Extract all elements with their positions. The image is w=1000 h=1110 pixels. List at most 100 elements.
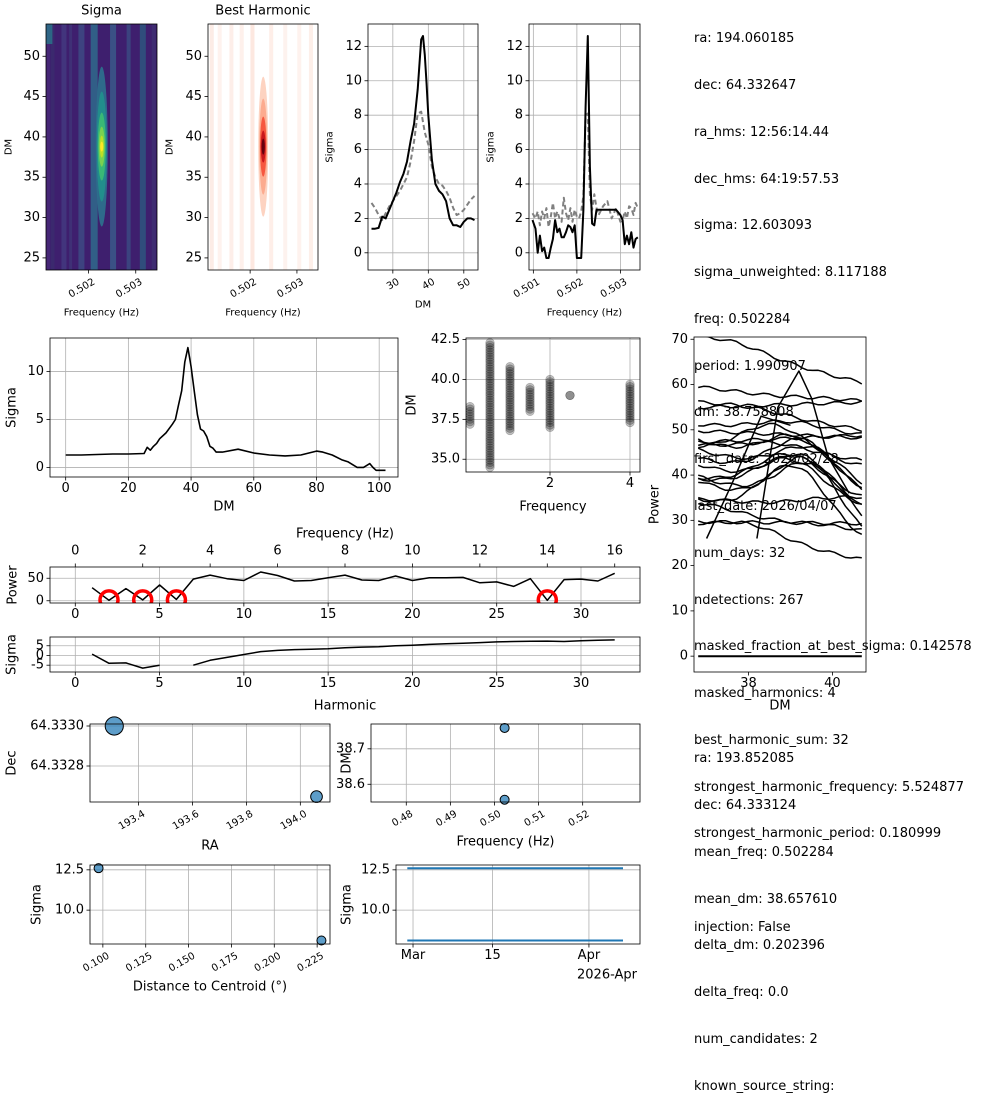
scatter-point (485, 453, 495, 463)
x-tick-label: 0.501 (512, 277, 542, 301)
scatter-point (485, 345, 495, 355)
scatter-point (505, 414, 515, 424)
x-axis-label: Frequency (Hz) (225, 308, 301, 319)
x-tick-label: 15 (320, 676, 337, 691)
scatter-point (485, 421, 495, 432)
scatter-point (485, 378, 495, 389)
scatter-point (485, 376, 495, 386)
masked-harmonic-marker (98, 589, 120, 603)
plot-content (91, 639, 615, 669)
heatmap-peak-layer (261, 138, 265, 155)
info-line: sigma_unweighted: 8.117188 (694, 265, 887, 281)
y-tick-label: 38.7 (336, 741, 365, 756)
y-tick-label: 42.5 (431, 332, 460, 347)
scatter-point (485, 455, 495, 465)
x-tick-label: 0.503 (275, 277, 305, 301)
scatter-point (485, 342, 495, 353)
scatter-point (525, 382, 535, 393)
y-axis-label: Power (6, 565, 21, 605)
scatter-point (466, 412, 475, 422)
scatter-point (485, 419, 495, 429)
axes-frame (528, 23, 641, 271)
scatter-point (505, 373, 515, 384)
x-tick-label: 10 (236, 676, 253, 691)
scatter-point (505, 407, 515, 417)
series-line-sigma (371, 35, 475, 230)
scatter-point (545, 389, 555, 399)
top-x-tick-label: 16 (606, 544, 623, 559)
info-line: known_source_string: (694, 1078, 835, 1094)
x-tick-label: 40 (824, 676, 841, 691)
y-tick-label: 2 (354, 211, 362, 226)
scatter-point (485, 390, 495, 401)
scatter-point (545, 398, 555, 409)
y-tick-label: 40 (671, 468, 688, 483)
scatter-point (505, 421, 515, 431)
scatter-point (625, 382, 635, 392)
scatter-point (485, 369, 495, 379)
power-curve (756, 370, 850, 539)
x-tick-label: 5 (155, 607, 163, 622)
x-tick-label: 0.100 (81, 951, 111, 975)
y-axis-label: DM (405, 394, 420, 415)
y-tick-label: 8 (515, 108, 523, 123)
x-tick-label: 0.200 (253, 951, 283, 975)
power-curve (698, 455, 863, 527)
scatter-point (545, 386, 555, 397)
plot-content (93, 863, 327, 946)
x-tick-label: 30 (573, 676, 590, 691)
scatter-point (485, 445, 495, 456)
y-axis-label: Power (648, 484, 663, 524)
scatter-column (565, 390, 575, 401)
x-tick-label: 38 (740, 676, 757, 691)
axes-frame (89, 723, 331, 803)
info-line: ra_hms: 12:56:14.44 (694, 124, 830, 140)
x-tick-label: 15 (320, 607, 337, 622)
y-axis-label: DM (340, 752, 355, 773)
scatter-point (505, 376, 515, 386)
y-tick-label: 10 (506, 73, 523, 88)
y-tick-label: 6 (515, 142, 523, 157)
y-tick-label: 60 (671, 377, 688, 392)
y-tick-label: 40 (185, 129, 202, 144)
scatter-point (505, 381, 515, 391)
heatmap-peak-layer (100, 141, 104, 152)
scatter-point (625, 403, 635, 413)
axes-frame (465, 337, 641, 473)
x-tick-label: 194.0 (279, 809, 309, 833)
top-x-tick-label: 14 (539, 544, 556, 559)
heatmap-band (297, 24, 302, 270)
axes-frame (693, 336, 867, 673)
power-curve (698, 520, 862, 559)
scatter-point (505, 366, 515, 377)
x-tick-label: 50 (456, 277, 473, 293)
scatter-point (625, 408, 635, 418)
scatter-point (485, 388, 495, 398)
info-line: mean_dm: 38.657610 (694, 891, 838, 907)
heatmap-band (269, 24, 274, 270)
scatter-point (505, 402, 515, 412)
scatter-point (466, 404, 475, 414)
candidate-point (93, 863, 104, 874)
scatter-point (485, 462, 495, 472)
y-axis-label: DM (4, 139, 15, 155)
plot-content (531, 35, 639, 259)
scatter-point (545, 396, 555, 406)
plot-content (370, 35, 476, 230)
x-tick-label: 25 (488, 676, 505, 691)
scatter-point (485, 381, 495, 391)
power-vs-harmonic-axes: 0 5 10 15 20 25 30 0 50 Power 0 2 4 6 8 10 12 14 16 Frequen… (6, 527, 641, 622)
scatter-point (485, 448, 495, 458)
scatter-point (505, 397, 515, 407)
heatmap-band (126, 24, 131, 270)
x-tick-label: 0.175 (210, 951, 240, 975)
scatter-point (485, 412, 495, 422)
scatter-point (485, 400, 495, 410)
x-tick-label: 0.51 (522, 809, 547, 830)
scatter-point (485, 364, 495, 374)
info-line: ra: 193.852085 (694, 751, 795, 767)
plot-content (209, 24, 313, 270)
scatter-point (525, 392, 535, 402)
power-curve (698, 385, 863, 402)
